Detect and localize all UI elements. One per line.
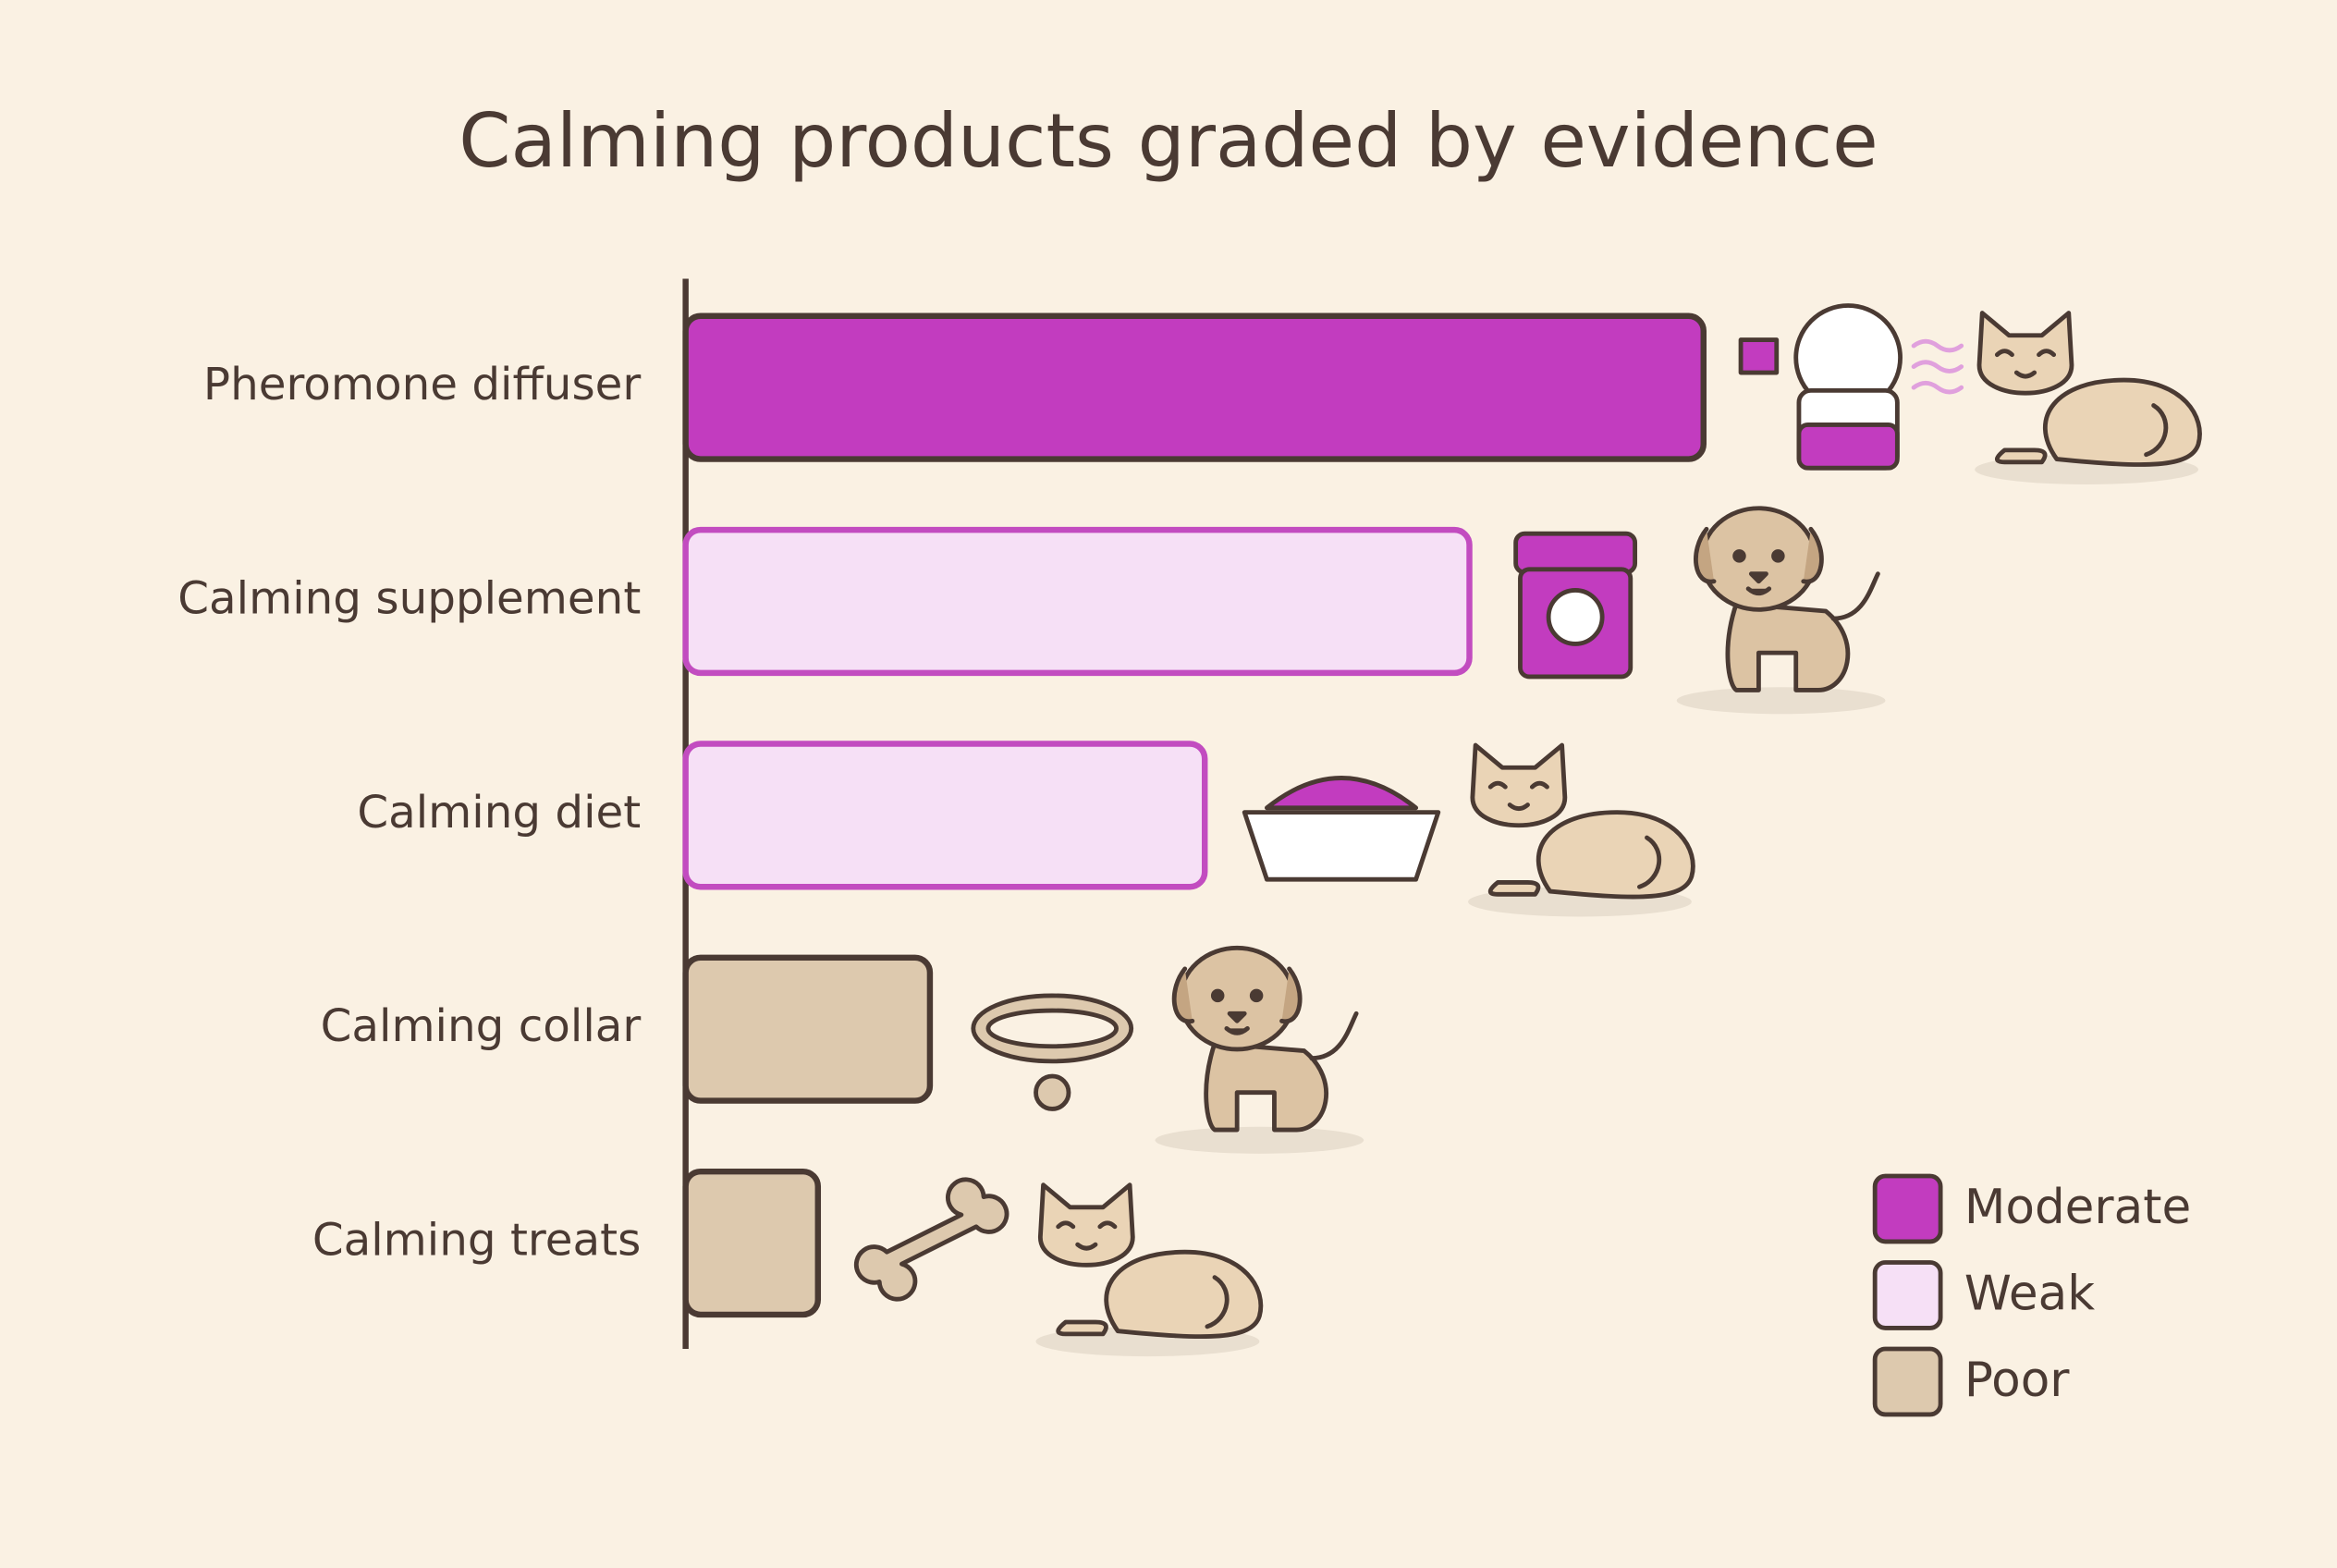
legend-label: Moderate (1964, 1180, 2191, 1235)
collar-icon (971, 993, 1134, 1111)
bar (682, 741, 1208, 890)
category-label: Calming diet (357, 787, 641, 839)
legend-label: Weak (1964, 1267, 2095, 1322)
diffuser-icon (1738, 303, 1964, 471)
dog-icon (1155, 948, 1364, 1153)
bone-icon (853, 1177, 1009, 1302)
category-label: Calming treats (312, 1215, 641, 1267)
legend-swatch (1872, 1260, 1943, 1330)
food-bowl-icon (1242, 776, 1441, 882)
bar (682, 312, 1707, 462)
illustrations (853, 303, 2199, 1356)
legend-swatch (1872, 1346, 1943, 1417)
supplement-jar-icon (1513, 531, 1638, 680)
cat-icon (1468, 745, 1693, 916)
category-label: Calming supplement (177, 573, 641, 625)
category-label: Pheromone diffuser (203, 359, 641, 410)
bar (682, 1168, 822, 1318)
bar (682, 954, 934, 1104)
bar (682, 526, 1473, 677)
dog-icon (1677, 508, 1886, 714)
legend-swatch (1872, 1173, 1943, 1244)
category-label: Calming collar (321, 1000, 642, 1052)
cat-icon (1036, 1185, 1261, 1356)
cat-icon (1975, 313, 2199, 484)
chart-title: Calming products graded by evidence (459, 98, 1878, 185)
legend-label: Poor (1964, 1353, 2070, 1408)
